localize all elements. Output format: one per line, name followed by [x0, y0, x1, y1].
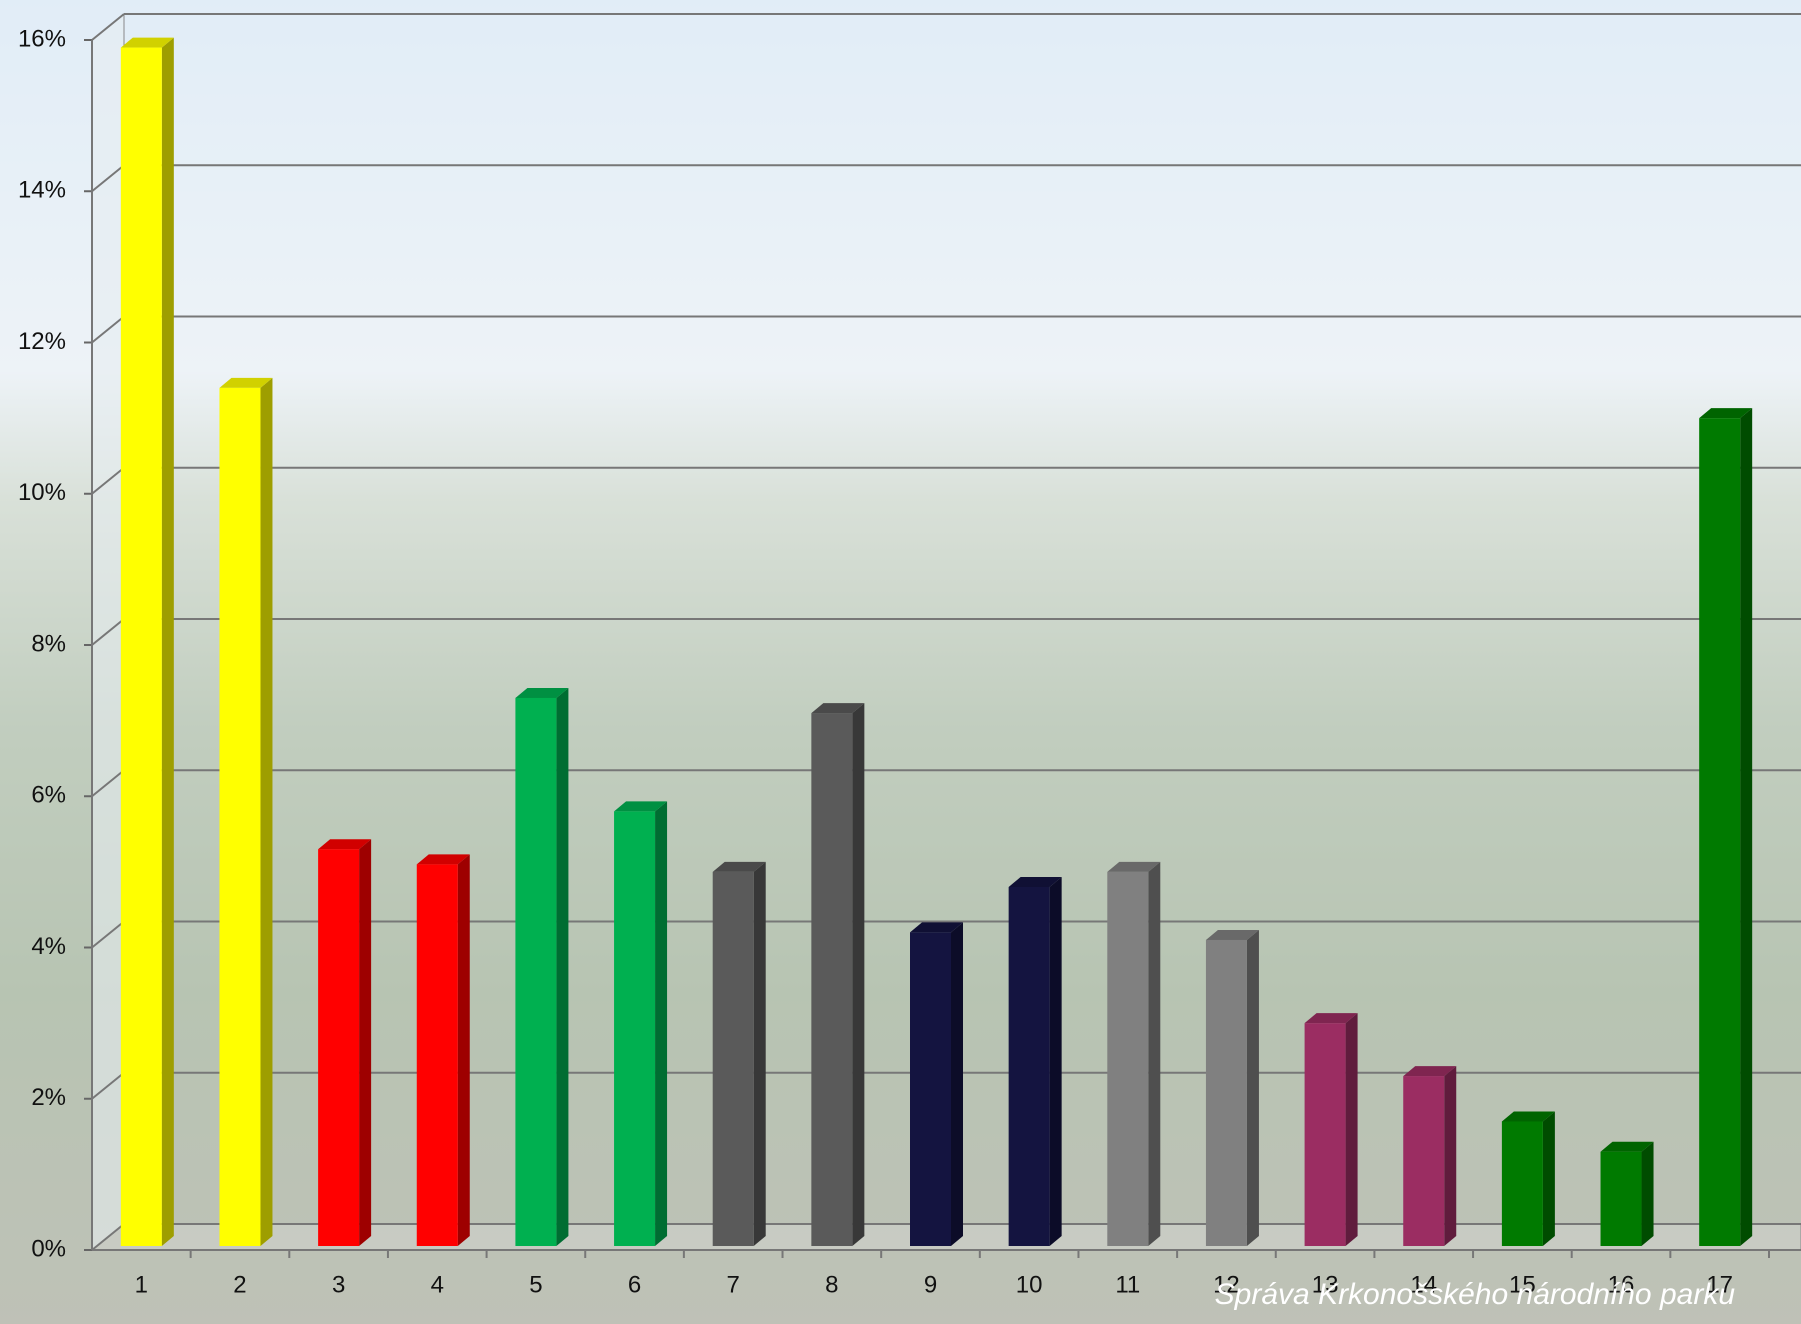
- bar: [1206, 940, 1247, 1246]
- bar-side: [260, 378, 272, 1246]
- y-tick-label: 4%: [31, 933, 66, 960]
- y-tick-label: 6%: [31, 782, 66, 809]
- bar: [1601, 1152, 1642, 1246]
- chart: 0%2%4%6%8%10%12%14%16%123456789101112131…: [0, 0, 1801, 1324]
- y-tick-label: 16%: [18, 25, 66, 52]
- bar: [1305, 1023, 1346, 1246]
- bar-side: [556, 688, 568, 1246]
- bar-side: [1543, 1111, 1555, 1246]
- bar-side: [1050, 877, 1062, 1246]
- x-tick-label: 6: [628, 1271, 641, 1298]
- x-tick-label: 5: [529, 1271, 542, 1298]
- y-tick-label: 14%: [18, 177, 66, 204]
- x-tick-label: 2: [233, 1271, 246, 1298]
- x-tick-label: 3: [332, 1271, 345, 1298]
- x-tick-label: 9: [924, 1271, 937, 1298]
- y-tick-label: 12%: [18, 328, 66, 355]
- bar: [713, 872, 754, 1246]
- bar: [1699, 418, 1740, 1246]
- bar-side: [1247, 930, 1259, 1246]
- bar-side: [1444, 1066, 1456, 1246]
- x-tick-label: 4: [431, 1271, 444, 1298]
- bar: [417, 864, 458, 1246]
- bar: [1009, 887, 1050, 1246]
- bar-side: [655, 801, 667, 1246]
- x-tick-label: 11: [1115, 1271, 1140, 1298]
- bar-side: [951, 922, 963, 1246]
- bar: [811, 713, 852, 1246]
- bar-side: [852, 703, 864, 1246]
- y-tick-label: 8%: [31, 630, 66, 657]
- x-tick-label: 10: [1016, 1271, 1043, 1298]
- bar-side: [754, 862, 766, 1246]
- bar: [1107, 872, 1148, 1246]
- bar-side: [458, 854, 470, 1246]
- bar: [614, 811, 655, 1246]
- y-tick-label: 10%: [18, 479, 66, 506]
- bar: [219, 388, 260, 1246]
- bar-side: [162, 38, 174, 1246]
- bar-side: [359, 839, 371, 1246]
- y-tick-label: 2%: [31, 1084, 66, 1111]
- bar: [1502, 1121, 1543, 1246]
- bar: [318, 849, 359, 1246]
- y-tick-label: 0%: [31, 1235, 66, 1262]
- x-tick-label: 7: [727, 1271, 740, 1298]
- bar-side: [1642, 1142, 1654, 1246]
- bar-side: [1740, 408, 1752, 1246]
- x-tick-label: 1: [135, 1271, 148, 1298]
- bar: [121, 48, 162, 1246]
- footer-credit: Správa Krkonošského národního parku: [1215, 1278, 1736, 1311]
- bar: [910, 932, 951, 1246]
- x-tick-label: 8: [825, 1271, 838, 1298]
- bar-side: [1148, 862, 1160, 1246]
- bar: [515, 698, 556, 1246]
- bar-side: [1346, 1013, 1358, 1246]
- bar: [1403, 1076, 1444, 1246]
